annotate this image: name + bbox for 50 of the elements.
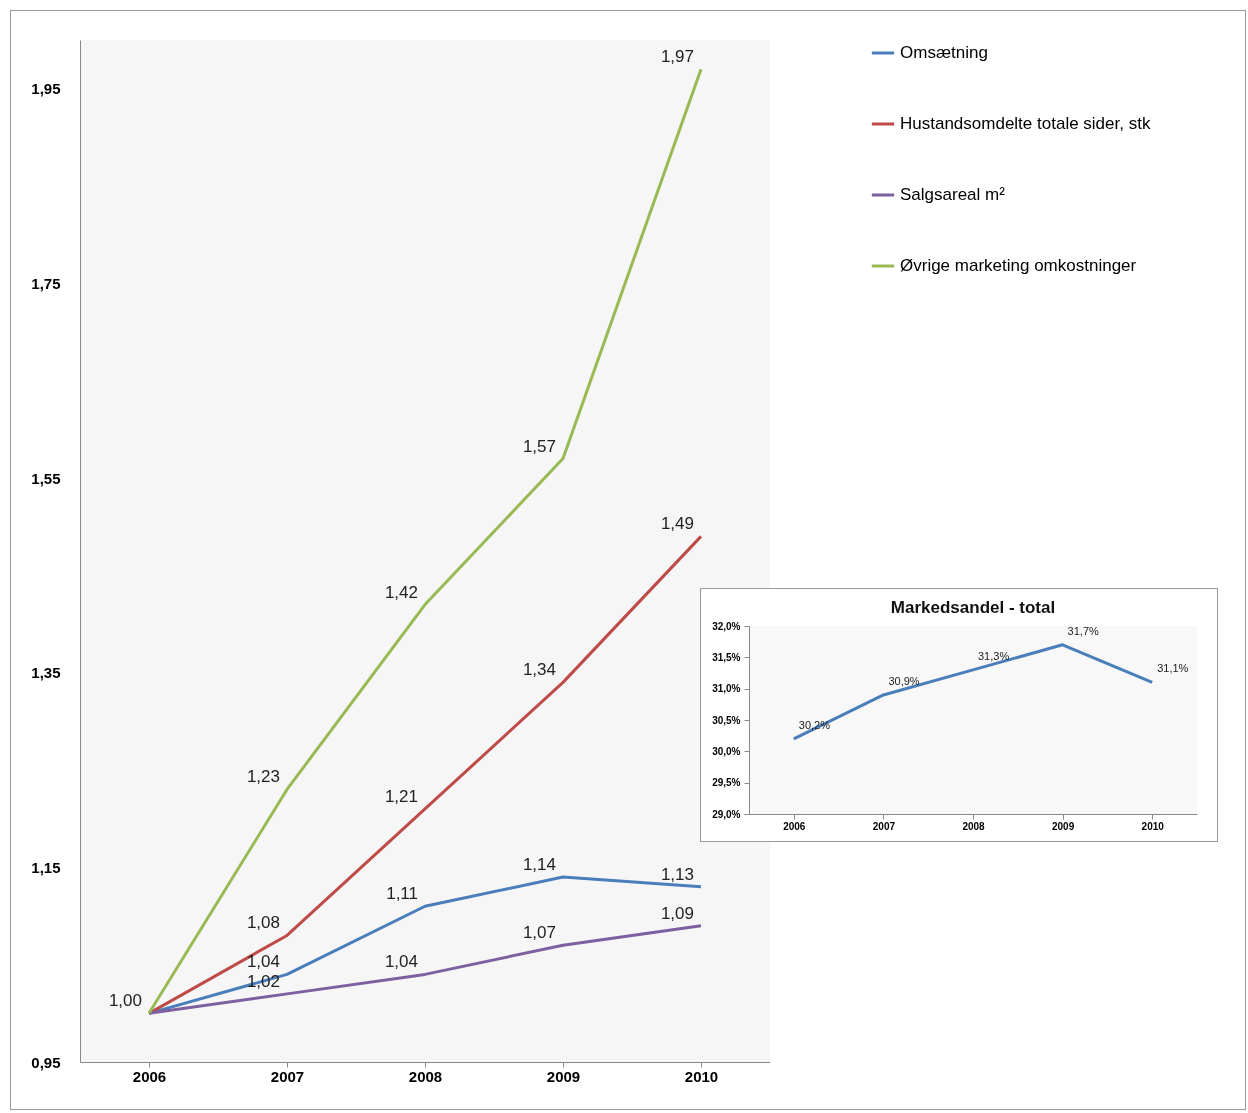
y-tick-label: 30,0% [712,745,741,757]
data-label: 1,97 [660,47,694,67]
legend-label: Omsætning [900,43,988,62]
legend-label: Hustandsomdelte totale sider, stk [900,114,1151,133]
chart-title: Markedsandel - total [890,598,1056,617]
x-tick-label: 2009 [546,1067,581,1085]
y-tick-label: 1,55 [31,469,61,487]
data-label: 31,3% [978,649,1010,662]
x-tick-label: 2009 [1051,820,1075,832]
x-tick-label: 2006 [132,1067,167,1085]
data-label: 1,04 [384,952,418,972]
data-label: 1,11 [386,884,418,904]
y-tick-label: 31,5% [712,651,741,663]
data-label: 1,00 [108,991,142,1011]
data-label: 1,04 [246,952,280,972]
x-tick-label: 2008 [408,1067,443,1085]
data-label: 1,08 [246,913,280,933]
legend-label: Salgsareal m² [900,185,1006,204]
y-tick-label: 30,5% [712,714,741,726]
data-label: 30,9% [888,674,920,687]
y-tick-label: 1,35 [31,664,61,682]
data-label: 1,14 [522,855,556,875]
data-label: 1,09 [660,903,694,923]
data-label: 1,42 [384,582,418,602]
data-label: 1,07 [522,923,556,943]
data-label: 1,34 [522,660,556,680]
y-tick-label: 1,95 [31,80,61,98]
x-tick-label: 2010 [684,1067,719,1085]
y-tick-label: 29,5% [712,777,741,789]
x-tick-label: 2010 [1141,820,1165,832]
data-label: 1,13 [660,864,694,884]
y-tick-label: 1,75 [31,274,61,292]
data-label: 1,23 [246,767,280,787]
y-tick-label: 1,15 [31,858,61,876]
data-label: 1,21 [384,786,418,806]
x-tick-label: 2006 [783,820,806,832]
data-label: 1,49 [660,514,694,534]
y-tick-label: 32,0% [712,620,741,632]
data-label: 31,7% [1067,624,1100,637]
x-tick-label: 2007 [872,820,896,832]
y-tick-label: 29,0% [712,808,741,820]
y-tick-label: 31,0% [712,683,741,695]
line-series [792,643,1154,741]
legend-label: Øvrige marketing omkostninger [900,256,1137,275]
line-series [147,67,703,1015]
data-label: 31,1% [1157,662,1189,675]
y-tick-label: 0,95 [31,1053,61,1071]
x-tick-label: 2007 [270,1067,305,1085]
x-tick-label: 2008 [962,820,986,832]
data-label: 1,57 [522,436,556,456]
